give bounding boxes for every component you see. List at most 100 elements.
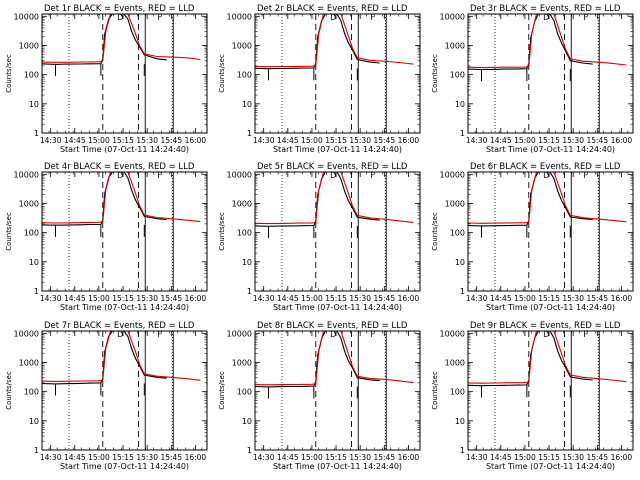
x-axis-label: Start Time (07-Oct-11 14:24:40) <box>486 303 615 312</box>
series-point-events <box>348 360 349 362</box>
x-tick-label: 15:15 <box>325 294 347 303</box>
series-point-events <box>561 360 562 362</box>
series-point-events <box>582 218 584 220</box>
series-point-events <box>526 384 528 386</box>
series-point-lld <box>531 349 533 351</box>
series-point-lld <box>528 66 530 67</box>
series-point-events <box>90 63 92 65</box>
series-point-lld <box>135 351 136 353</box>
plot-frame <box>41 13 208 134</box>
y-tick-label: 10 <box>455 258 465 267</box>
series-group <box>42 172 201 237</box>
series-point-events <box>156 218 158 220</box>
series-point-events <box>340 337 342 339</box>
series-point-lld <box>268 384 269 386</box>
series-point-lld <box>318 190 320 192</box>
series-group <box>468 172 627 238</box>
event-letter: F <box>583 171 588 180</box>
series-point-events <box>340 20 342 22</box>
series-point-lld <box>510 382 511 384</box>
series-point-events <box>569 60 571 62</box>
series-point-lld <box>596 61 598 63</box>
y-axis-label: Counts/sec <box>431 371 439 410</box>
x-tick-label: 14:30 <box>466 136 488 145</box>
series-point-events <box>156 376 158 378</box>
series-point-lld <box>102 60 104 62</box>
event-letter: D <box>117 13 123 22</box>
y-tick-label: 1 <box>460 287 465 296</box>
series-point-lld <box>143 53 145 55</box>
y-tick-label: 1000 <box>445 199 465 208</box>
series-point-events <box>90 382 92 384</box>
x-tick-label: 15:00 <box>514 136 536 145</box>
series-point-lld <box>565 205 566 207</box>
series-point-lld <box>55 222 56 224</box>
series-line-events <box>255 331 380 388</box>
y-tick-label: 10 <box>242 100 252 109</box>
x-tick-label: 14:30 <box>40 294 62 303</box>
series-point-events <box>592 219 593 221</box>
event-letter: F <box>370 13 375 22</box>
series-point-lld <box>282 222 284 224</box>
series-point-lld <box>143 373 145 375</box>
event-letter: D <box>543 13 549 22</box>
series-point-lld <box>348 354 349 356</box>
series-point-lld <box>98 61 100 63</box>
panel-4: Det 4r BLACK = Events, RED = LLD Counts/s… <box>5 162 208 312</box>
series-point-events <box>344 190 346 192</box>
series-point-lld <box>297 65 298 67</box>
series-point-events <box>344 33 346 35</box>
series-group <box>255 14 414 81</box>
event-letter: D <box>117 330 123 339</box>
x-tick-label: 15:45 <box>373 453 395 462</box>
series-point-events <box>569 216 571 218</box>
x-tick-label: 15:30 <box>562 294 584 303</box>
series-point-lld <box>84 61 85 63</box>
y-axis-label: Counts/sec <box>5 54 13 93</box>
y-tick-label: 10 <box>242 258 252 267</box>
series-point-lld <box>369 217 371 219</box>
x-axis-label: Start Time (07-Oct-11 14:24:40) <box>273 303 402 312</box>
x-tick-label: 15:00 <box>514 294 536 303</box>
series-point-events <box>352 207 353 209</box>
series-point-events <box>553 337 555 339</box>
y-tick-label: 1000 <box>232 41 252 50</box>
plot-frame <box>254 171 421 292</box>
x-tick-label: 15:15 <box>538 136 560 145</box>
series-point-lld <box>565 365 566 366</box>
series-point-lld <box>282 384 284 386</box>
y-tick-label: 10 <box>455 100 465 109</box>
series-line-events <box>468 172 593 227</box>
series-point-events <box>369 379 371 381</box>
series-point-events <box>292 67 294 69</box>
x-axis-label: Start Time (07-Oct-11 14:24:40) <box>60 303 189 312</box>
series-line-events <box>468 331 593 387</box>
event-letter: F <box>157 13 162 22</box>
series-point-events <box>379 62 380 64</box>
plot-frame <box>467 330 634 451</box>
series-point-events <box>505 225 507 226</box>
series-point-events <box>561 200 562 202</box>
series-point-lld <box>69 380 71 382</box>
series-point-events <box>348 200 349 202</box>
series-point-lld <box>102 221 104 223</box>
series-point-events <box>313 225 315 226</box>
y-axis-label: Counts/sec <box>5 212 13 251</box>
series-point-lld <box>356 375 358 377</box>
series-point-lld <box>412 221 414 223</box>
y-tick-label: 10000 <box>227 329 252 338</box>
series-group <box>468 331 627 398</box>
series-point-lld <box>569 214 571 216</box>
y-tick-label: 10000 <box>14 170 39 179</box>
series-point-lld <box>611 62 613 64</box>
series-point-events <box>557 33 559 35</box>
event-letter: D <box>543 171 549 180</box>
y-tick-label: 100 <box>450 71 465 80</box>
y-tick-label: 1 <box>247 446 252 455</box>
panel-2: Det 2r BLACK = Events, RED = LLD Counts/s… <box>218 4 421 154</box>
panel-5: Det 5r BLACK = Events, RED = LLD Counts/s… <box>218 162 421 312</box>
series-point-events <box>526 68 528 70</box>
series-point-lld <box>524 382 526 383</box>
series-point-events <box>90 224 92 225</box>
